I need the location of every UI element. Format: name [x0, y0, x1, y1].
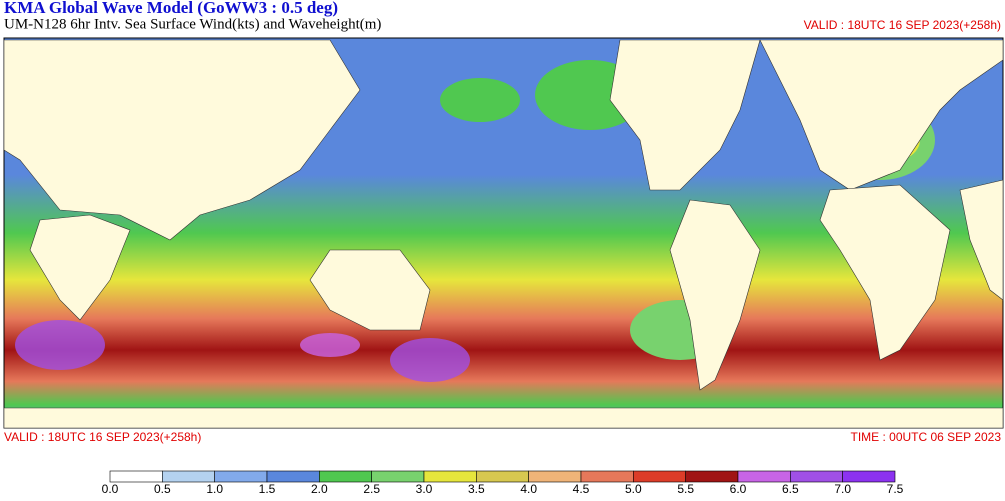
colorbar-segment: [842, 470, 896, 483]
colorbar-segment: [266, 470, 320, 483]
title: KMA Global Wave Model (GoWW3 : 0.5 deg): [4, 0, 338, 17]
colorbar-segment: [685, 470, 739, 483]
valid-top: VALID : 18UTC 16 SEP 2023(+258h): [804, 18, 1001, 32]
colorbar-tick-label: 4.0: [520, 482, 537, 496]
colorbar-segment: [580, 470, 634, 483]
colorbar: 0.0 0.5 1.0 1.5 2.0 2.5 3.0 3.5 4.0 4.5 5.0 5.5 6.0 6…: [102, 470, 904, 496]
colorbar-tick-label: 4.5: [573, 482, 590, 496]
colorbar-tick-label: 1.0: [206, 482, 223, 496]
colorbar-tick-label: 5.5: [677, 482, 694, 496]
colorbar-tick-label: 0.5: [154, 482, 171, 496]
colorbar-segment: [319, 470, 372, 483]
colorbar-segment: [790, 470, 843, 483]
init-time: TIME : 00UTC 06 SEP 2023: [850, 430, 1001, 444]
colorbar-segment: [423, 470, 477, 483]
colorbar-tick-label: 7.5: [887, 482, 904, 496]
subtitle: UM-N128 6hr Intv. Sea Surface Wind(kts) …: [4, 16, 381, 32]
colorbar-segment: [528, 470, 582, 483]
valid-bottom: VALID : 18UTC 16 SEP 2023(+258h): [4, 430, 201, 444]
colorbar-segment: [476, 470, 529, 483]
colorbar-segment: [737, 470, 791, 483]
colorbar-tick-label: 3.0: [416, 482, 433, 496]
colorbar-tick-label: 6.5: [782, 482, 799, 496]
colorbar-tick-label: 2.5: [363, 482, 380, 496]
colorbar-segment: [214, 470, 268, 483]
colorbar-tick-label: 6.0: [730, 482, 747, 496]
colorbar-tick-label: 5.0: [625, 482, 642, 496]
map: [3, 37, 1004, 429]
colorbar-tick-label: 7.0: [834, 482, 851, 496]
colorbar-segment: [633, 470, 686, 483]
colorbar-segment: [162, 470, 215, 483]
colorbar-tick-label: 1.5: [259, 482, 276, 496]
colorbar-segment: [371, 470, 425, 483]
colorbar-tick-label: 2.0: [311, 482, 328, 496]
colorbar-tick-label: 0.0: [102, 482, 119, 496]
colorbar-segment: [109, 470, 163, 483]
colorbar-tick-label: 3.5: [468, 482, 485, 496]
